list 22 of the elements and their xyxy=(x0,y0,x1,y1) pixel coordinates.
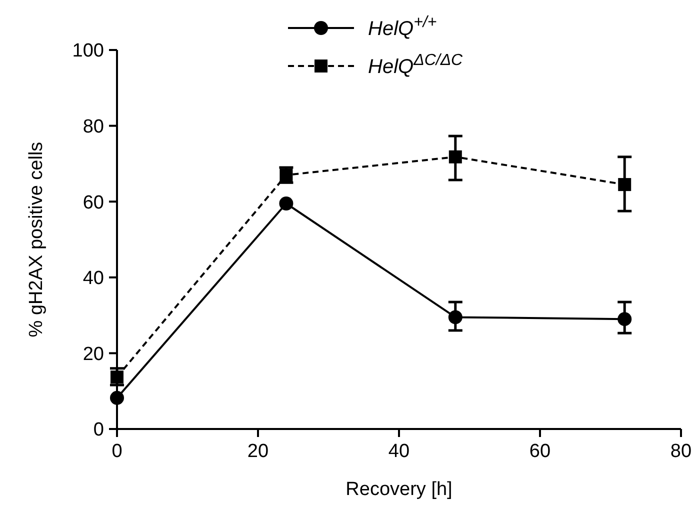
x-tick-label: 40 xyxy=(388,441,410,462)
point xyxy=(448,150,462,164)
point xyxy=(448,310,462,324)
y-tick-label: 100 xyxy=(72,40,104,62)
y-tick-label: 0 xyxy=(93,420,104,441)
x-tick-label: 60 xyxy=(529,441,551,462)
y-tick-label: 80 xyxy=(82,116,104,138)
x-axis-title: Recovery [h] xyxy=(346,479,452,500)
legend-label: HelQ$^{ΔC/ΔC}$ xyxy=(368,52,464,78)
legend-label: HelQ$^{+/+}$ xyxy=(368,14,437,40)
x-tick-label: 20 xyxy=(247,441,269,462)
point xyxy=(110,390,124,405)
y-tick-label: 60 xyxy=(82,192,104,214)
x-tick-label: 0 xyxy=(112,441,122,462)
y-tick-label: 40 xyxy=(82,268,104,290)
point xyxy=(110,370,124,384)
point xyxy=(618,178,632,192)
x-tick-label: 80 xyxy=(670,441,692,462)
point xyxy=(618,312,632,326)
point xyxy=(279,196,294,210)
y-tick-label: 20 xyxy=(82,344,104,365)
y-axis-title: % gH2AX positive cells xyxy=(26,142,47,338)
